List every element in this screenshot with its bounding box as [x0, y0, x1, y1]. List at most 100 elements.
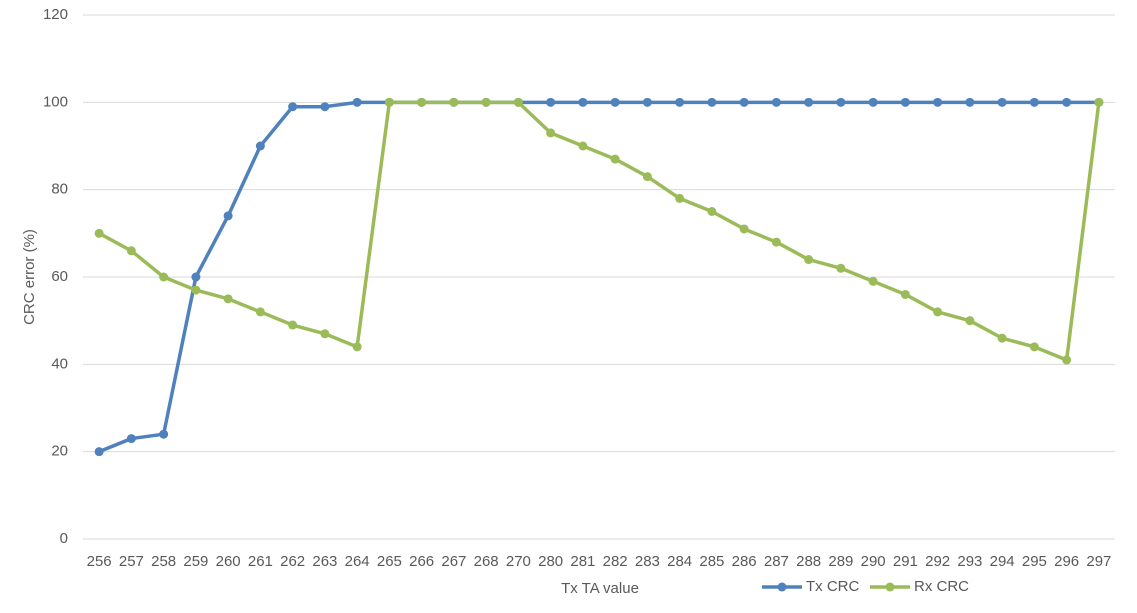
- x-tick-label: 297: [1086, 553, 1111, 570]
- x-tick-label: 291: [893, 553, 918, 570]
- data-point: [642, 172, 652, 182]
- x-axis-title: Tx TA value: [561, 580, 639, 597]
- data-point: [675, 193, 685, 203]
- data-point: [642, 97, 652, 107]
- x-tick-label: 292: [925, 553, 950, 570]
- x-tick-label: 282: [603, 553, 628, 570]
- data-point: [191, 285, 201, 295]
- x-tick-label: 261: [248, 553, 273, 570]
- x-tick-label: 263: [312, 553, 337, 570]
- legend-label: Tx CRC: [806, 578, 859, 595]
- data-point: [1062, 355, 1072, 365]
- x-tick-label: 258: [151, 553, 176, 570]
- data-point: [1062, 97, 1072, 107]
- data-point: [933, 97, 943, 107]
- data-point: [578, 141, 588, 151]
- data-point: [223, 294, 233, 304]
- data-point: [610, 154, 620, 164]
- legend-marker: [885, 582, 895, 592]
- data-point: [481, 97, 491, 107]
- data-point: [126, 246, 136, 256]
- data-point: [804, 97, 814, 107]
- data-point: [320, 102, 330, 112]
- data-point: [965, 97, 975, 107]
- data-point: [449, 97, 459, 107]
- y-tick-label: 80: [51, 181, 68, 198]
- x-tick-label: 285: [699, 553, 724, 570]
- data-point: [868, 97, 878, 107]
- data-point: [223, 211, 233, 221]
- data-point: [836, 97, 846, 107]
- x-tick-label: 262: [280, 553, 305, 570]
- data-point: [320, 329, 330, 339]
- data-point: [126, 434, 136, 444]
- data-point: [997, 97, 1007, 107]
- series-line: [98, 100, 1101, 362]
- data-point: [836, 263, 846, 273]
- series-line: [98, 100, 1099, 454]
- y-tick-label: 100: [43, 93, 68, 110]
- x-tick-label: 270: [506, 553, 531, 570]
- y-axis-title: CRC error (%): [21, 229, 38, 325]
- data-point: [417, 97, 427, 107]
- x-tick-label: 259: [183, 553, 208, 570]
- y-tick-label: 60: [51, 268, 68, 285]
- x-tick-label: 256: [87, 553, 112, 570]
- data-point: [1029, 97, 1039, 107]
- x-tick-label: 281: [570, 553, 595, 570]
- data-point: [94, 447, 104, 457]
- data-point: [771, 237, 781, 247]
- data-point: [288, 320, 298, 330]
- x-tick-label: 289: [828, 553, 853, 570]
- data-point: [546, 97, 556, 107]
- data-point: [1029, 342, 1039, 352]
- data-point: [610, 97, 620, 107]
- data-point: [94, 228, 104, 238]
- data-point: [546, 128, 556, 138]
- x-tick-label: 268: [474, 553, 499, 570]
- x-tick-label: 280: [538, 553, 563, 570]
- x-tick-label: 295: [1022, 553, 1047, 570]
- data-point: [352, 342, 362, 352]
- data-point: [804, 255, 814, 265]
- x-tick-label: 284: [667, 553, 692, 570]
- data-point: [191, 272, 201, 282]
- x-tick-label: 265: [377, 553, 402, 570]
- data-point: [739, 97, 749, 107]
- x-tick-label: 266: [409, 553, 434, 570]
- y-tick-label: 0: [60, 530, 68, 547]
- y-tick-label: 40: [51, 355, 68, 372]
- data-point: [159, 272, 169, 282]
- data-point: [771, 97, 781, 107]
- data-point: [997, 333, 1007, 343]
- data-point: [868, 276, 878, 286]
- data-point: [1094, 97, 1104, 107]
- data-point: [707, 207, 717, 216]
- x-tick-label: 267: [441, 553, 466, 570]
- x-tick-label: 293: [957, 553, 982, 570]
- x-tick-label: 257: [119, 553, 144, 570]
- x-tick-label: 283: [635, 553, 660, 570]
- x-tick-label: 290: [861, 553, 886, 570]
- data-point: [255, 141, 265, 151]
- x-tick-label: 260: [216, 553, 241, 570]
- data-point: [707, 97, 717, 107]
- x-tick-label: 286: [732, 553, 757, 570]
- data-point: [739, 224, 749, 234]
- data-point: [933, 307, 943, 317]
- legend-label: Rx CRC: [914, 578, 969, 595]
- data-point: [384, 97, 394, 107]
- data-point: [255, 307, 265, 317]
- x-tick-label: 287: [764, 553, 789, 570]
- data-point: [352, 97, 362, 107]
- data-point: [965, 316, 975, 326]
- data-point: [578, 97, 588, 107]
- data-point: [513, 97, 523, 107]
- x-tick-label: 294: [990, 553, 1015, 570]
- y-tick-label: 120: [43, 6, 68, 23]
- data-point: [159, 429, 169, 439]
- y-tick-label: 20: [51, 443, 68, 460]
- data-point: [288, 102, 298, 112]
